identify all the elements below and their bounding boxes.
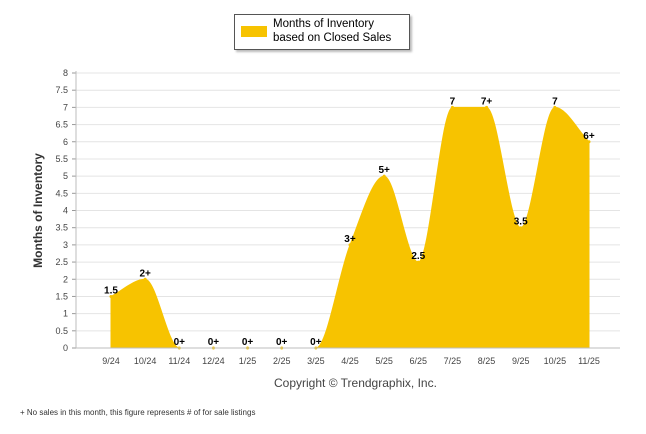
legend-swatch [241,26,267,37]
data-point [143,277,147,281]
data-point [109,294,113,298]
legend-label: Months of Inventory based on Closed Sale… [273,18,392,44]
x-tick-label: 12/24 [202,356,225,366]
x-tick-label: 1/25 [239,356,257,366]
footnote-text: + No sales in this month, this figure re… [20,408,256,417]
x-tick-label: 4/25 [341,356,359,366]
data-label: 3+ [344,234,356,245]
data-point [382,174,386,178]
y-tick-label: 4 [63,206,68,216]
y-tick-label: 1.5 [55,291,68,301]
y-tick-label: 4.5 [55,188,68,198]
data-label: 0+ [310,337,322,348]
axes: 0 0.5 1 1.5 2 2.5 3 3.5 4 4.5 5 5.5 6 6.5 7 7.5 8 9/24 10/… [55,68,620,366]
y-tick-label: 2 [63,274,68,284]
y-tick-label: 6.5 [55,120,68,130]
y-tick-label: 1 [63,309,68,319]
data-label: 7 [450,96,456,107]
data-label: 0+ [276,337,288,348]
y-axis-title: Months of Inventory [31,153,45,268]
data-point [519,226,523,230]
data-point [587,140,591,144]
x-tick-label: 2/25 [273,356,291,366]
data-point [553,105,557,109]
y-tick-label: 7.5 [55,85,68,95]
y-tick-label: 7 [63,102,68,112]
x-tick-label: 10/25 [544,356,567,366]
data-label: 7+ [481,96,493,107]
x-tick-label: 9/25 [512,356,530,366]
x-tick-label: 6/25 [410,356,428,366]
y-tick-label: 3 [63,240,68,250]
data-label: 2.5 [411,251,425,262]
data-labels: 1.5 2+ 0+ 0+ 0+ 0+ 0+ 3+ 5+ 2.5 7 7+ 3.5 7 6+ [104,96,595,348]
data-label: 5+ [378,165,390,176]
y-tick-label: 5 [63,171,68,181]
x-tick-label: 7/25 [444,356,462,366]
data-label: 0+ [242,337,254,348]
x-tick-label: 11/25 [578,356,600,366]
data-point [348,243,352,247]
y-tick-label: 5.5 [55,154,68,164]
x-tick-label: 5/25 [375,356,393,366]
data-label: 3.5 [514,217,528,228]
data-point [450,105,454,109]
y-tick-label: 8 [63,68,68,78]
data-point [485,105,489,109]
legend: Months of Inventory based on Closed Sale… [234,14,410,50]
data-label: 7 [552,96,558,107]
x-tick-label: 11/24 [168,356,190,366]
y-tick-label: 3.5 [55,223,68,233]
copyright-text: Copyright © Trendgraphix, Inc. [274,376,437,390]
y-tick-label: 0.5 [55,326,68,336]
x-tick-label: 3/25 [307,356,325,366]
x-tick-label: 10/24 [134,356,157,366]
y-tick-label: 6 [63,137,68,147]
data-label: 0+ [208,337,220,348]
data-label: 1.5 [104,285,118,296]
y-tick-label: 2.5 [55,257,68,267]
x-tick-label: 8/25 [478,356,496,366]
data-label: 2+ [139,268,151,279]
data-point [416,260,420,264]
y-tick-label: 0 [63,343,68,353]
data-label: 0+ [174,337,186,348]
data-label: 6+ [583,131,595,142]
x-tick-label: 9/24 [102,356,120,366]
